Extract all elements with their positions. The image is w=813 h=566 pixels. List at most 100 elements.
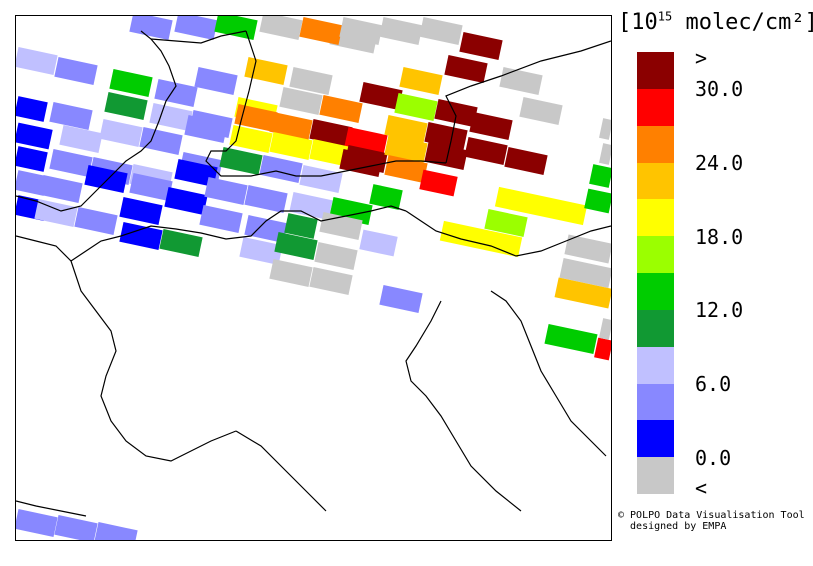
satellite-pixel [359,82,403,110]
satellite-pixel [159,229,203,257]
satellite-pixel [284,213,318,239]
map-canvas [16,16,611,540]
satellite-pixel [439,220,523,258]
legend-unit-label: [1015 molec/cm²] [618,10,813,35]
satellite-pixel [309,267,353,295]
satellite-pixel [379,285,423,313]
legend-label-24: 24.0 [695,151,744,175]
border-corsica [16,500,87,517]
legend-label-0: 0.0 [695,446,732,470]
satellite-pixel [184,115,228,143]
satellite-pixel [16,146,48,172]
credit-line-2: designed by EMPA [618,521,727,532]
satellite-pixel [204,177,248,205]
satellite-pixel [94,522,138,540]
unit-exponent: 15 [657,9,673,24]
legend-swatch [637,52,674,90]
satellite-pixel [119,197,163,225]
satellite-pixel [59,125,103,153]
legend-swatch [637,199,674,237]
satellite-pixel [149,103,193,131]
satellite-pixel [219,147,263,175]
credit-line-1: © POLPO Data Visualisation Tool [618,510,805,521]
satellite-pixel [299,17,343,45]
satellite-pixel [599,118,611,140]
satellite-pixel [369,184,403,210]
satellite-pixel [119,222,163,250]
satellite-pixel [259,155,303,183]
satellite-pixel [199,205,243,233]
satellite-pixel [519,97,563,125]
border-switzerland-north [150,30,247,44]
satellite-pixel [109,69,153,97]
satellite-pixel [274,232,318,260]
satellite-pixel [339,17,383,45]
satellite-pixel [419,17,463,45]
satellite-pixel [319,95,363,123]
satellite-pixel [464,137,508,165]
satellite-pixel [384,135,428,163]
border-italy-west [70,260,237,462]
satellite-pixel [459,32,503,60]
satellite-pixel [504,147,548,175]
satellite-pixel [599,318,611,340]
satellite-pixel [469,112,513,140]
satellite-pixels [16,16,611,540]
satellite-pixel [16,509,58,537]
border-germany-austria [205,30,447,177]
satellite-pixel [554,277,611,309]
credit-text: © POLPO Data Visualisation Tool designed… [618,510,805,532]
satellite-pixel [299,165,343,193]
satellite-pixel [289,67,333,95]
satellite-pixel [314,242,358,270]
satellite-pixel [174,159,218,187]
border-ligurian-coast [235,430,327,512]
satellite-pixel [194,67,238,95]
satellite-pixel [289,192,333,220]
satellite-pixel [244,185,288,213]
legend-swatch [637,309,674,348]
legend-label-below: < [695,476,708,500]
satellite-pixel [129,16,173,40]
satellite-pixel [444,55,488,83]
satellite-pixel [34,199,78,227]
satellite-pixel [399,67,443,95]
satellite-pixel [164,187,208,215]
country-borders [16,30,611,517]
legend-label-30: 30.0 [695,77,744,101]
border-switzerland-italy [16,205,407,262]
satellite-pixel [16,96,48,122]
legend-swatch [637,346,674,384]
legend-swatch [637,88,674,127]
satellite-pixel [74,207,118,235]
border-slovenia-croatia [490,290,607,457]
legend-label-18: 18.0 [695,225,744,249]
satellite-pixel [84,165,128,193]
satellite-pixel [359,229,398,257]
legend-label-above: > [695,46,708,70]
satellite-pixel [229,125,273,153]
satellite-pixel [269,112,313,140]
satellite-pixel [494,186,588,226]
satellite-pixel [564,234,611,264]
satellite-pixel [104,92,148,120]
satellite-pixel [269,259,313,287]
satellite-pixel [424,122,468,150]
legend-swatch [637,125,674,163]
satellite-pixel [544,324,598,354]
satellite-pixel [599,143,611,165]
legend-label-12: 12.0 [695,298,744,322]
legend-swatch [637,383,674,421]
satellite-pixel [384,115,428,143]
map-panel [15,15,612,541]
satellite-pixel [16,47,58,75]
satellite-pixel [49,102,93,130]
satellite-pixel [54,515,98,540]
satellite-pixel [589,164,611,188]
satellite-pixel [54,57,98,85]
satellite-pixel [129,173,173,201]
satellite-pixel [49,149,93,177]
satellite-pixel [394,93,438,121]
satellite-pixel [234,104,278,132]
satellite-pixel [16,170,48,196]
